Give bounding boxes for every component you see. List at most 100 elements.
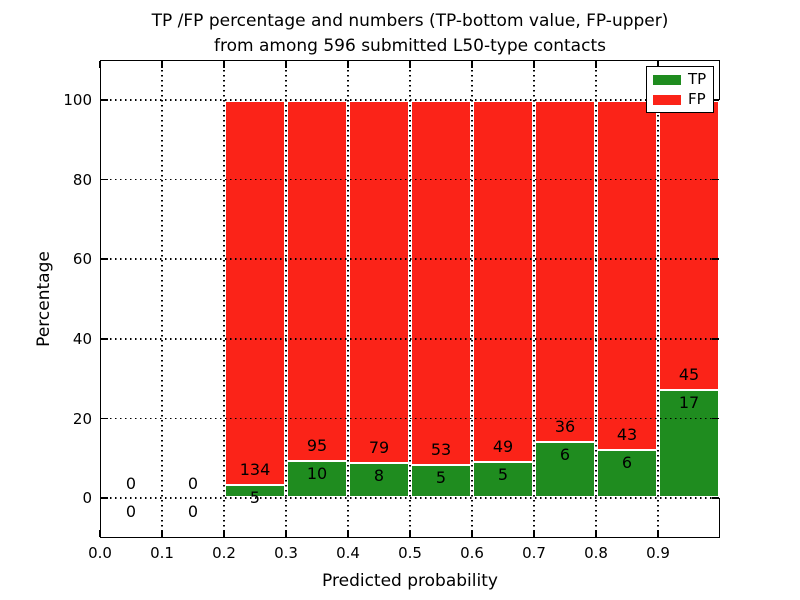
x-tick-label: 0.9 bbox=[646, 544, 670, 562]
y-tick-left bbox=[101, 338, 108, 340]
y-tick-label: 100 bbox=[63, 90, 92, 109]
x-gridline bbox=[285, 60, 287, 538]
y-tick-right bbox=[712, 338, 719, 340]
y-tick-right bbox=[712, 497, 719, 499]
tp-count-label: 0 bbox=[187, 502, 199, 522]
x-tick-top bbox=[347, 61, 349, 68]
legend-item-fp: FP bbox=[653, 92, 707, 107]
chart-title-line1: TP /FP percentage and numbers (TP-bottom… bbox=[151, 11, 669, 31]
tp-count-label: 6 bbox=[559, 445, 571, 465]
legend-label-fp: FP bbox=[688, 90, 706, 108]
bar-fp-segment bbox=[472, 99, 534, 462]
x-tick-label: 0.4 bbox=[336, 544, 360, 562]
x-gridline bbox=[471, 60, 473, 538]
x-tick-top bbox=[285, 61, 287, 68]
x-gridline bbox=[409, 60, 411, 538]
bar-fp-segment bbox=[658, 99, 720, 389]
fp-count-label: 36 bbox=[554, 417, 576, 437]
y-tick-right bbox=[712, 258, 719, 260]
x-tick-top bbox=[471, 61, 473, 68]
y-gridline bbox=[100, 497, 720, 499]
x-tick-top bbox=[99, 61, 101, 68]
y-tick-right bbox=[712, 178, 719, 181]
fp-color-swatch bbox=[653, 94, 681, 105]
x-tick-bottom bbox=[533, 530, 535, 537]
x-tick-bottom bbox=[657, 530, 659, 537]
bar-fp-segment bbox=[534, 99, 596, 442]
y-tick-label: 20 bbox=[72, 409, 92, 428]
y-gridline bbox=[100, 258, 720, 260]
bar-tp-segment bbox=[472, 461, 534, 499]
x-tick-bottom bbox=[161, 530, 163, 537]
tp-color-swatch bbox=[653, 74, 681, 85]
x-tick-top bbox=[223, 61, 225, 68]
fp-count-label: 134 bbox=[239, 459, 271, 479]
x-tick-label: 0.5 bbox=[398, 544, 422, 562]
x-tick-label: 0.2 bbox=[212, 544, 236, 562]
x-tick-label: 0.8 bbox=[584, 544, 608, 562]
y-tick-right bbox=[712, 417, 719, 420]
legend-label-tp: TP bbox=[688, 70, 707, 88]
x-tick-top bbox=[595, 61, 597, 68]
bar-tp-segment bbox=[224, 483, 286, 499]
y-tick-left bbox=[101, 178, 108, 181]
tp-count-label: 17 bbox=[678, 392, 700, 412]
fp-count-label: 43 bbox=[616, 425, 638, 445]
x-tick-bottom bbox=[471, 530, 473, 537]
fp-count-label: 95 bbox=[306, 436, 328, 456]
bar-tp-segment bbox=[596, 449, 658, 499]
bar-tp-segment bbox=[658, 388, 720, 499]
x-gridline bbox=[657, 60, 659, 538]
x-tick-label: 0.7 bbox=[522, 544, 546, 562]
fp-count-label: 0 bbox=[125, 474, 137, 494]
x-tick-bottom bbox=[409, 530, 411, 537]
x-tick-top bbox=[657, 61, 659, 68]
x-gridline bbox=[533, 60, 535, 538]
chart-title-line2: from among 596 submitted L50-type contac… bbox=[214, 36, 606, 56]
y-gridline bbox=[100, 178, 720, 181]
tp-count-label: 10 bbox=[306, 464, 328, 484]
bar-fp-segment bbox=[596, 99, 658, 450]
y-gridline bbox=[100, 417, 720, 420]
y-tick-label: 80 bbox=[72, 170, 92, 189]
y-tick-left bbox=[101, 417, 108, 420]
x-tick-label: 0.3 bbox=[274, 544, 298, 562]
tp-count-label: 5 bbox=[497, 465, 509, 485]
y-tick-label: 40 bbox=[72, 329, 92, 348]
bar-tp-segment bbox=[410, 463, 472, 499]
x-gridline bbox=[595, 60, 597, 538]
bar-fp-segment bbox=[286, 99, 348, 461]
x-tick-label: 0.1 bbox=[150, 544, 174, 562]
chart-title: TP /FP percentage and numbers (TP-bottom… bbox=[152, 9, 669, 59]
bar-tp-segment bbox=[348, 461, 410, 499]
x-tick-bottom bbox=[285, 530, 287, 537]
y-tick-label: 60 bbox=[72, 250, 92, 269]
x-tick-top bbox=[161, 61, 163, 68]
y-tick-left bbox=[101, 258, 108, 260]
y-gridline bbox=[100, 338, 720, 340]
x-gridline bbox=[223, 60, 225, 538]
bar-fp-segment bbox=[410, 99, 472, 464]
y-tick-left bbox=[101, 99, 108, 101]
x-gridline bbox=[161, 60, 163, 538]
y-tick-right bbox=[712, 99, 719, 101]
fp-count-label: 45 bbox=[678, 364, 700, 384]
x-tick-label: 0.6 bbox=[460, 544, 484, 562]
x-tick-label: 0.0 bbox=[88, 544, 112, 562]
tp-count-label: 5 bbox=[435, 467, 447, 487]
fp-count-label: 53 bbox=[430, 439, 452, 459]
x-tick-bottom bbox=[99, 530, 101, 537]
x-tick-top bbox=[533, 61, 535, 68]
x-tick-top bbox=[409, 61, 411, 68]
x-axis-label: Predicted probability bbox=[322, 571, 498, 591]
tp-count-label: 0 bbox=[125, 502, 137, 522]
y-tick-left bbox=[101, 497, 108, 499]
tp-count-label: 5 bbox=[249, 487, 261, 507]
x-gridline bbox=[347, 60, 349, 538]
fp-count-label: 49 bbox=[492, 437, 514, 457]
tp-count-label: 6 bbox=[621, 453, 633, 473]
y-tick-label: 0 bbox=[82, 489, 92, 508]
bar-tp-segment bbox=[286, 460, 348, 499]
y-gridline bbox=[100, 99, 720, 101]
